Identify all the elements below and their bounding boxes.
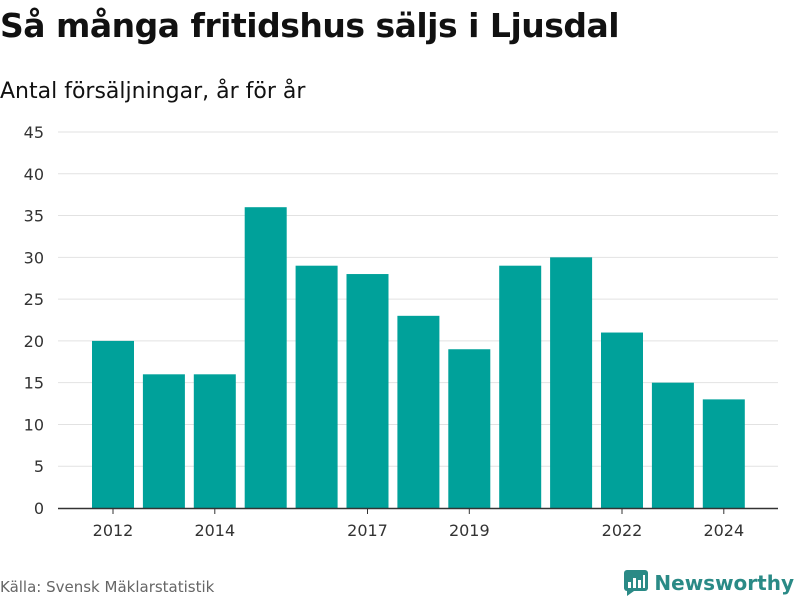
bar-2021 [550,257,593,508]
chart-title: Så många fritidshus säljs i Ljusdal [0,6,620,45]
x-tick-label: 2024 [703,521,744,540]
brand-name: Newsworthy [654,571,794,595]
bar-2012 [92,340,134,508]
y-tick-label: 30 [24,248,44,267]
bar-2015 [244,207,287,508]
bar-2017 [346,274,389,508]
bar-2023 [651,382,694,508]
y-tick-label: 20 [24,332,44,351]
y-tick-label: 5 [34,457,44,476]
bar-2022 [601,332,643,508]
x-axis-ticks: 2012 2014 2017 2019 2022 2024 [93,508,744,540]
y-tick-label: 25 [24,290,44,309]
chart-subtitle: Antal försäljningar, år för år [0,79,306,104]
x-tick-label: 2022 [602,521,643,540]
y-axis-ticks: 0 5 10 15 20 25 30 35 40 45 [24,123,44,518]
bar-2016 [295,265,338,508]
x-tick-label: 2019 [449,521,490,540]
bar-2013 [142,374,185,508]
y-tick-label: 35 [24,207,44,226]
y-tick-label: 40 [24,165,44,184]
source-note: Källa: Svensk Mäklarstatistik [0,578,215,596]
y-tick-label: 45 [24,123,44,142]
bar-2018 [397,315,440,508]
y-tick-label: 0 [34,499,44,518]
x-tick-label: 2014 [194,521,235,540]
y-tick-label: 10 [24,415,44,434]
x-tick-label: 2017 [347,521,388,540]
newsworthy-icon [624,570,649,596]
bars [92,207,745,508]
bar-2019 [448,349,491,508]
brand-logo: Newsworthy [624,570,794,596]
y-tick-label: 15 [24,374,44,393]
bar-2020 [499,265,542,508]
bar-2024 [702,399,745,508]
bar-2014 [193,374,236,508]
x-tick-label: 2012 [93,521,134,540]
